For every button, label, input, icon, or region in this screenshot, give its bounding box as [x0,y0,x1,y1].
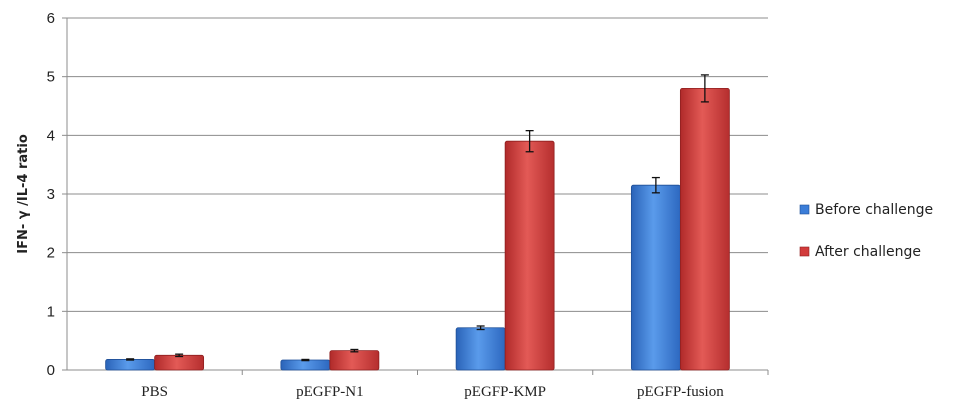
x-tick-label: pEGFP-N1 [296,384,364,400]
bar [280,359,331,371]
y-tick-label: 3 [47,186,55,203]
bar [679,88,730,371]
x-tick-label: PBS [141,384,168,400]
legend-label: Before challenge [815,202,933,218]
x-tick-label: pEGFP-KMP [464,384,546,400]
legend: Before challenge After challenge [799,202,933,260]
bar [329,350,380,371]
axis-labels: 0 1 2 3 4 5 6 PBS pEGFP-N1 pEGFP-KMP pEGFP-fusion [47,10,725,400]
bar [630,184,681,371]
y-tick-label: 4 [47,127,55,144]
y-tick-label: 1 [47,303,55,320]
bar [455,327,506,371]
y-tick-label: 6 [47,10,55,27]
x-tick-label: pEGFP-fusion [637,384,724,400]
legend-label: After challenge [815,244,921,260]
legend-swatch [799,204,810,215]
bar [154,354,205,371]
y-tick-label: 2 [47,245,55,262]
error-bars [126,74,709,362]
bars [105,88,730,371]
y-axis-title: IFN- γ /IL-4 ratio [16,134,31,254]
y-tick-label: 0 [47,362,55,379]
bar [504,140,555,371]
bar [105,359,156,371]
legend-swatch [799,246,810,257]
y-tick-label: 5 [47,69,55,86]
